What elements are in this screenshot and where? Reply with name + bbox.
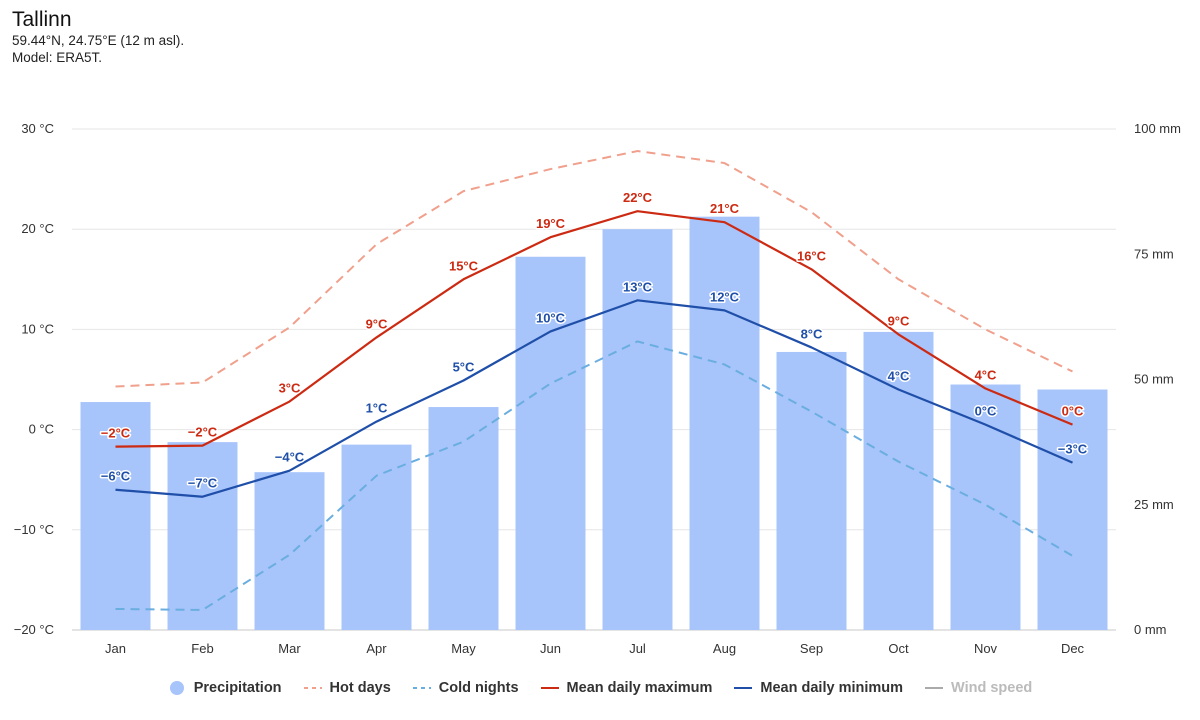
x-tick-label: Jul xyxy=(629,641,646,656)
precipitation-bar xyxy=(689,216,760,631)
mean-min-data-label: 5°C xyxy=(453,360,475,375)
legend-item-cold-nights[interactable]: Cold nights xyxy=(412,680,519,696)
precipitation-bar xyxy=(602,229,673,630)
legend-symbol xyxy=(540,687,559,689)
mean-min-data-label: 10°C xyxy=(536,310,566,325)
legend-symbol xyxy=(925,687,944,689)
legend-item-mean-min[interactable]: Mean daily minimum xyxy=(734,680,903,696)
x-tick-label: Nov xyxy=(974,641,998,656)
mean-min-data-label: −4°C xyxy=(275,450,305,465)
mean-max-data-label: 21°C xyxy=(710,201,740,216)
x-tick-label: Oct xyxy=(888,641,909,656)
legend-item-precipitation[interactable]: Precipitation xyxy=(168,680,282,696)
precipitation-bar xyxy=(1037,389,1108,630)
chart-legend: Precipitation Hot days Cold nights Mean dai… xyxy=(0,676,1200,700)
mean-min-line xyxy=(115,299,1073,498)
precipitation-bar xyxy=(776,351,847,630)
x-tick-label: Jan xyxy=(105,641,126,656)
precipitation-bar xyxy=(428,407,499,630)
mean-min-data-label: −3°C xyxy=(1058,442,1088,457)
legend-label: Mean daily minimum xyxy=(760,680,904,696)
x-tick-label: Apr xyxy=(366,641,387,656)
x-tick-label: Mar xyxy=(278,641,301,656)
location-info: 59.44°N, 24.75°E (12 m asl). xyxy=(12,33,185,48)
x-tick-label: May xyxy=(451,641,476,656)
y-right-tick-label: 0 mm xyxy=(1134,622,1167,637)
mean-min-data-label: 13°C xyxy=(623,279,653,294)
hot-days-line xyxy=(115,150,1073,388)
climate-chart: −20 °C −10 °C 0 °C 10 °C 20 °C 30 °C 0 mm 25 mm… xyxy=(14,121,1181,656)
legend-label: Mean daily maximum xyxy=(566,680,713,696)
legend-symbol xyxy=(303,687,322,689)
y-right-tick-label: 50 mm xyxy=(1134,372,1174,387)
y-left-tick-label: −10 °C xyxy=(14,522,54,537)
chart-header: Tallinn 59.44°N, 24.75°E (12 m asl). Mod… xyxy=(12,8,184,66)
mean-max-data-label: 4°C xyxy=(975,368,997,383)
model-info: Model: ERA5T. xyxy=(12,50,103,65)
x-tick-label: Sep xyxy=(800,641,823,656)
mean-max-data-label: 15°C xyxy=(449,258,479,273)
legend-symbol xyxy=(734,687,753,689)
x-tick-label: Dec xyxy=(1061,641,1085,656)
x-tick-label: Feb xyxy=(191,641,213,656)
y-right-tick-label: 100 mm xyxy=(1134,121,1181,136)
mean-max-data-label: 9°C xyxy=(888,313,910,328)
legend-label: Precipitation xyxy=(193,680,282,696)
precipitation-bar xyxy=(341,444,412,630)
mean-max-data-label: 9°C xyxy=(366,316,388,331)
mean-min-data-label: 8°C xyxy=(801,326,823,341)
mean-min-data-label: −7°C xyxy=(188,476,218,491)
mean-max-data-label: −2°C xyxy=(101,426,131,441)
mean-max-data-label: 3°C xyxy=(279,381,301,396)
legend-label: Hot days xyxy=(329,680,391,696)
mean-max-data-label: 22°C xyxy=(623,190,653,205)
mean-min-data-label: 12°C xyxy=(710,289,740,304)
y-right-tick-label: 25 mm xyxy=(1134,497,1174,512)
precipitation-bar xyxy=(515,256,586,630)
x-tick-label: Jun xyxy=(540,641,561,656)
legend-symbol xyxy=(412,687,431,689)
precipitation-bar xyxy=(863,331,934,630)
y-left-tick-label: 20 °C xyxy=(21,221,54,236)
y-left-tick-label: 0 °C xyxy=(29,422,54,437)
mean-max-line xyxy=(115,210,1073,448)
y-left-tick-label: 30 °C xyxy=(21,121,54,136)
y-left-tick-label: −20 °C xyxy=(14,622,54,637)
x-tick-label: Aug xyxy=(713,641,736,656)
precipitation-bar xyxy=(950,384,1021,630)
chart-title: Tallinn xyxy=(12,8,72,31)
mean-min-data-label: 4°C xyxy=(888,369,910,384)
precipitation-bar xyxy=(167,442,238,630)
legend-label: Wind speed xyxy=(951,680,1033,696)
legend-label: Cold nights xyxy=(438,680,519,696)
mean-max-data-label: 16°C xyxy=(797,248,827,263)
cold-nights-line xyxy=(115,340,1074,611)
mean-min-data-label: 0°C xyxy=(975,404,997,419)
precipitation-bar xyxy=(80,402,151,630)
legend-item-wind[interactable]: Wind speed xyxy=(925,680,1032,696)
legend-item-hot-days[interactable]: Hot days xyxy=(303,680,391,696)
mean-max-data-label: −2°C xyxy=(188,425,218,440)
mean-min-data-label: 1°C xyxy=(366,401,388,416)
legend-item-mean-max[interactable]: Mean daily maximum xyxy=(540,680,713,696)
legend-symbol xyxy=(169,681,184,695)
y-right-tick-label: 75 mm xyxy=(1134,246,1174,261)
precipitation-bar xyxy=(254,472,325,630)
mean-min-data-label: −6°C xyxy=(101,469,131,484)
mean-max-data-label: 0°C xyxy=(1062,404,1084,419)
mean-max-data-label: 19°C xyxy=(536,216,566,231)
y-left-tick-label: 10 °C xyxy=(21,321,54,336)
